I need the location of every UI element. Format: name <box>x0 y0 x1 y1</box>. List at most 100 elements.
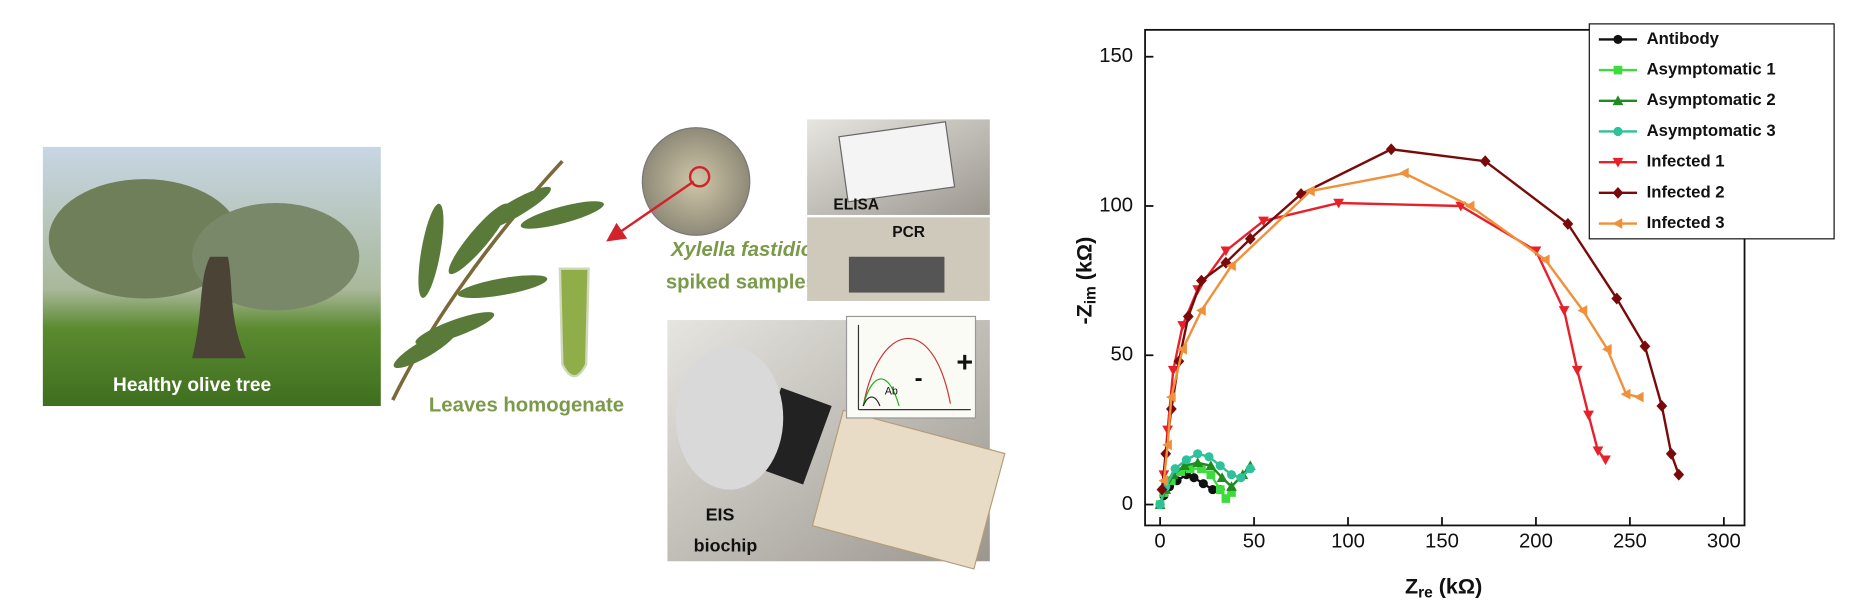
biochip-label: biochip <box>694 536 758 556</box>
inset-label: - <box>915 365 923 392</box>
marker <box>1539 254 1550 266</box>
marker <box>1244 232 1256 245</box>
inset-label: Ab <box>885 386 898 398</box>
y-axis-label: -Zim (kΩ) <box>1072 237 1099 325</box>
tree-crown <box>192 203 360 311</box>
marker <box>1530 246 1542 257</box>
inset-curve <box>862 337 951 407</box>
y-tick-label: 0 <box>1122 493 1133 515</box>
y-label-part: im <box>1082 286 1099 304</box>
x-tick-label: 250 <box>1613 531 1647 553</box>
x-tick-label: 100 <box>1331 531 1365 553</box>
marker <box>1611 292 1623 305</box>
pcr-block <box>848 256 945 293</box>
marker <box>1181 455 1191 465</box>
legend-label: Asymptomatic 1 <box>1647 60 1776 79</box>
legend-marker <box>1613 34 1623 44</box>
marker <box>1165 391 1176 403</box>
marker <box>1193 449 1203 459</box>
x-tick-label: 200 <box>1519 531 1553 553</box>
marker <box>1236 473 1246 483</box>
marker <box>1170 464 1180 474</box>
marker <box>1176 467 1186 476</box>
marker <box>1479 155 1491 168</box>
marker <box>1577 305 1588 316</box>
marker <box>1245 464 1255 474</box>
marker <box>1155 499 1165 510</box>
marker <box>1197 464 1206 474</box>
marker <box>1216 472 1228 482</box>
inset-curve <box>862 378 900 407</box>
legend-marker <box>1612 218 1623 229</box>
biochip <box>811 409 1006 570</box>
highlight <box>688 165 711 188</box>
marker <box>1185 464 1195 474</box>
marker <box>1633 391 1644 403</box>
legend-label: Infected 1 <box>1647 152 1725 171</box>
tree-crown <box>48 179 240 299</box>
inset-curve <box>862 396 881 407</box>
x-label-part: Z <box>1405 574 1418 598</box>
series-line <box>1158 461 1252 505</box>
legend-marker <box>1612 157 1624 168</box>
inset-axes <box>857 324 971 411</box>
legend-marker <box>1612 95 1624 106</box>
marker <box>1333 198 1344 209</box>
y-label-part: -Z <box>1072 304 1096 324</box>
x-tick-label: 150 <box>1425 531 1459 553</box>
petri-dish <box>641 127 751 236</box>
biochip-label: EIS <box>706 505 735 525</box>
series-line <box>1158 452 1252 505</box>
marker <box>1464 200 1475 212</box>
bacteria-label: Xylella fastidiosa <box>670 239 836 261</box>
marker <box>1220 246 1232 257</box>
marker <box>1258 216 1269 227</box>
marker <box>1385 143 1397 156</box>
marker <box>1673 468 1685 481</box>
marker <box>1167 365 1179 376</box>
elisa-plate <box>838 121 956 203</box>
marker <box>1226 260 1236 272</box>
marker <box>1227 488 1236 497</box>
x-label-part: (kΩ) <box>1433 574 1482 598</box>
leaves <box>393 186 604 369</box>
x-tick-label: 0 <box>1154 531 1165 553</box>
legend-label: Antibody <box>1647 29 1720 48</box>
y-tick-label: 100 <box>1099 194 1133 216</box>
tube <box>558 267 590 378</box>
marker <box>1198 479 1208 489</box>
x-label-part: re <box>1418 585 1433 602</box>
marker <box>1182 310 1194 323</box>
glove <box>675 346 784 490</box>
marker <box>1196 305 1206 316</box>
marker <box>1558 306 1570 316</box>
marker <box>1226 470 1237 480</box>
marker <box>1656 400 1668 412</box>
legend-label: Infected 2 <box>1647 182 1725 201</box>
leaves-label: Leaves homogenate <box>429 394 624 416</box>
marker <box>1156 483 1168 496</box>
legend-label: Asymptomatic 2 <box>1647 90 1776 109</box>
tree-trunk <box>192 256 246 359</box>
legend-marker <box>1612 186 1624 199</box>
marker <box>1562 217 1574 230</box>
legend-marker <box>1613 126 1623 137</box>
marker <box>1226 481 1237 491</box>
marker <box>1208 485 1218 495</box>
marker <box>1221 494 1231 503</box>
marker <box>1177 321 1189 331</box>
marker <box>1215 461 1225 471</box>
marker <box>1455 201 1467 212</box>
x-axis-label: Zre (kΩ) <box>1405 574 1482 601</box>
legend-label: Asymptomatic 3 <box>1647 121 1776 140</box>
y-label-part: (kΩ) <box>1072 237 1096 286</box>
inset-label: + <box>956 347 973 379</box>
marker <box>1158 475 1169 487</box>
marker <box>1215 485 1225 494</box>
marker <box>1620 388 1631 400</box>
illustration: Healthy olive tree Leaves homogenate Xyl… <box>42 119 1006 570</box>
marker <box>1592 446 1604 457</box>
marker <box>1571 365 1583 376</box>
